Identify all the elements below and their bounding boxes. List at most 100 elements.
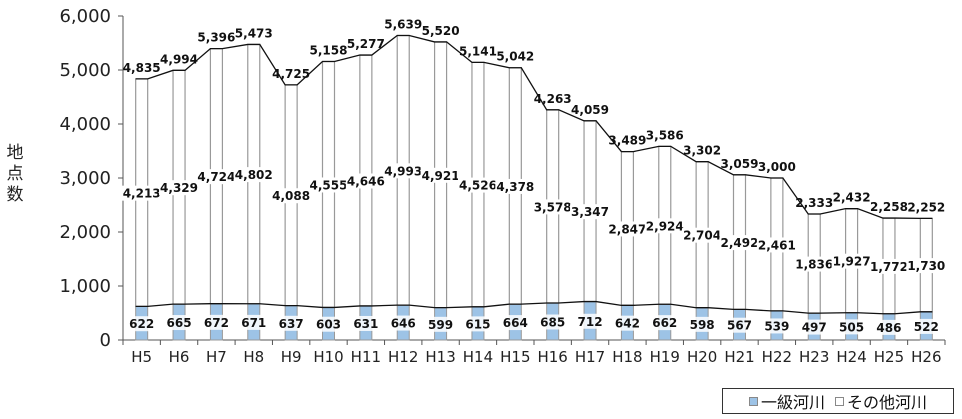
data-label-class1: 599 [428,318,453,332]
data-label-class1: 522 [914,320,939,334]
y-tick-label: 6,000 [59,6,111,27]
data-label-class1: 637 [279,317,304,331]
y-tick-label: 3,000 [59,168,111,189]
x-tick-label: H15 [500,348,530,366]
data-label-class1: 598 [690,318,715,332]
data-label-bg-class1 [238,314,269,330]
y-tick-label: 1,000 [59,276,111,297]
data-label-class1: 631 [353,317,378,331]
data-label-bg-class1 [462,316,493,332]
data-label-bg-other [159,180,200,196]
data-label-bg-other [570,204,611,220]
data-label-bg-other [457,177,498,193]
data-label-bg-other [196,169,237,185]
data-label-other: 4,724 [197,170,235,184]
data-label-bg-class1 [201,314,232,330]
data-label-total: 4,725 [272,67,310,81]
data-label-class1: 685 [540,316,565,330]
data-label-bg-class1 [388,315,419,331]
data-label-total: 2,258 [870,200,908,214]
data-label-class1: 622 [129,317,154,331]
data-label-total: 4,059 [571,103,609,117]
data-label-bg-class1 [164,315,195,331]
data-label-class1: 505 [839,320,864,334]
data-label-other: 4,921 [422,169,460,183]
data-label-bg-class1 [687,316,718,332]
data-label-other: 2,924 [646,219,684,233]
x-tick-label: H25 [874,348,904,366]
x-tick-label: H20 [687,348,717,366]
data-label-bg-other [233,167,274,183]
legend-item-class1: 一級河川 [748,389,825,413]
x-tick-label: H14 [463,348,493,366]
legend-label-other: その他河川 [847,393,928,412]
data-label-class1: 662 [652,316,677,330]
data-label-bg-class1 [649,315,680,331]
x-tick-label: H10 [313,348,343,366]
legend-label-class1: 一級河川 [760,393,825,412]
x-tick-label: H23 [799,348,829,366]
data-label-total: 3,302 [683,144,721,158]
data-label-total: 5,473 [235,26,273,40]
data-label-bg-other [345,173,386,189]
data-label-class1: 671 [241,316,266,330]
data-label-total: 3,000 [758,160,796,174]
data-label-other: 2,847 [608,222,646,236]
data-label-bg-other [644,218,685,234]
legend: 一級河川 その他河川 [722,388,954,414]
data-label-bg-class1 [500,315,531,331]
data-label-other: 4,526 [459,179,497,193]
data-label-other: 2,461 [758,238,796,252]
data-label-bg-other [719,235,760,251]
x-tick-label: H16 [537,348,567,366]
data-label-class1: 665 [167,316,192,330]
legend-swatch-class1 [748,396,758,406]
data-label-other: 2,704 [683,229,721,243]
x-tick-label: H7 [206,348,227,366]
data-label-bg-other [831,253,872,269]
data-label-other: 4,993 [384,164,422,178]
data-label-other: 1,836 [795,258,833,272]
data-label-other: 3,347 [571,205,609,219]
data-label-other: 1,772 [870,260,908,274]
data-label-class1: 712 [578,315,603,329]
data-label-total: 4,994 [160,52,198,66]
data-label-class1: 603 [316,318,341,332]
x-tick-label: H12 [388,348,418,366]
data-label-total: 2,333 [795,196,833,210]
data-label-bg-class1 [836,319,867,335]
legend-item-other: その他河川 [835,389,927,413]
data-label-other: 1,927 [833,255,871,269]
y-axis-label: 地点数 [6,143,24,205]
series-line-total [135,34,933,220]
data-label-bg-other [121,185,162,201]
data-label-bg-class1 [126,316,157,332]
data-label-total: 5,639 [384,17,422,31]
data-label-total: 5,277 [347,37,385,51]
data-label-total: 3,489 [608,134,646,148]
x-tick-label: H6 [169,348,190,366]
data-label-total: 4,263 [534,92,572,106]
data-label-total: 5,141 [459,44,497,58]
y-tick-label: 2,000 [59,222,111,243]
x-tick-label: H13 [425,348,455,366]
data-label-class1: 615 [465,317,490,331]
data-label-bg-class1 [537,314,568,330]
data-label-bg-class1 [873,319,904,335]
data-label-bg-other [383,163,424,179]
x-tick-label: H9 [281,348,302,366]
data-label-bg-other [495,178,536,194]
series-line-class1 [135,300,933,315]
data-label-other: 4,213 [123,187,161,201]
data-label-total: 5,158 [310,43,348,57]
data-label-total: 5,396 [197,31,235,45]
data-label-class1: 486 [876,321,901,335]
data-label-bg-other [271,188,312,204]
data-label-other: 4,088 [272,189,310,203]
data-label-bg-other [308,177,349,193]
x-tick-label: H18 [612,348,642,366]
data-label-class1: 642 [615,317,640,331]
data-label-other: 1,730 [907,259,945,273]
x-tick-label: H11 [351,348,381,366]
data-label-class1: 539 [764,319,789,333]
